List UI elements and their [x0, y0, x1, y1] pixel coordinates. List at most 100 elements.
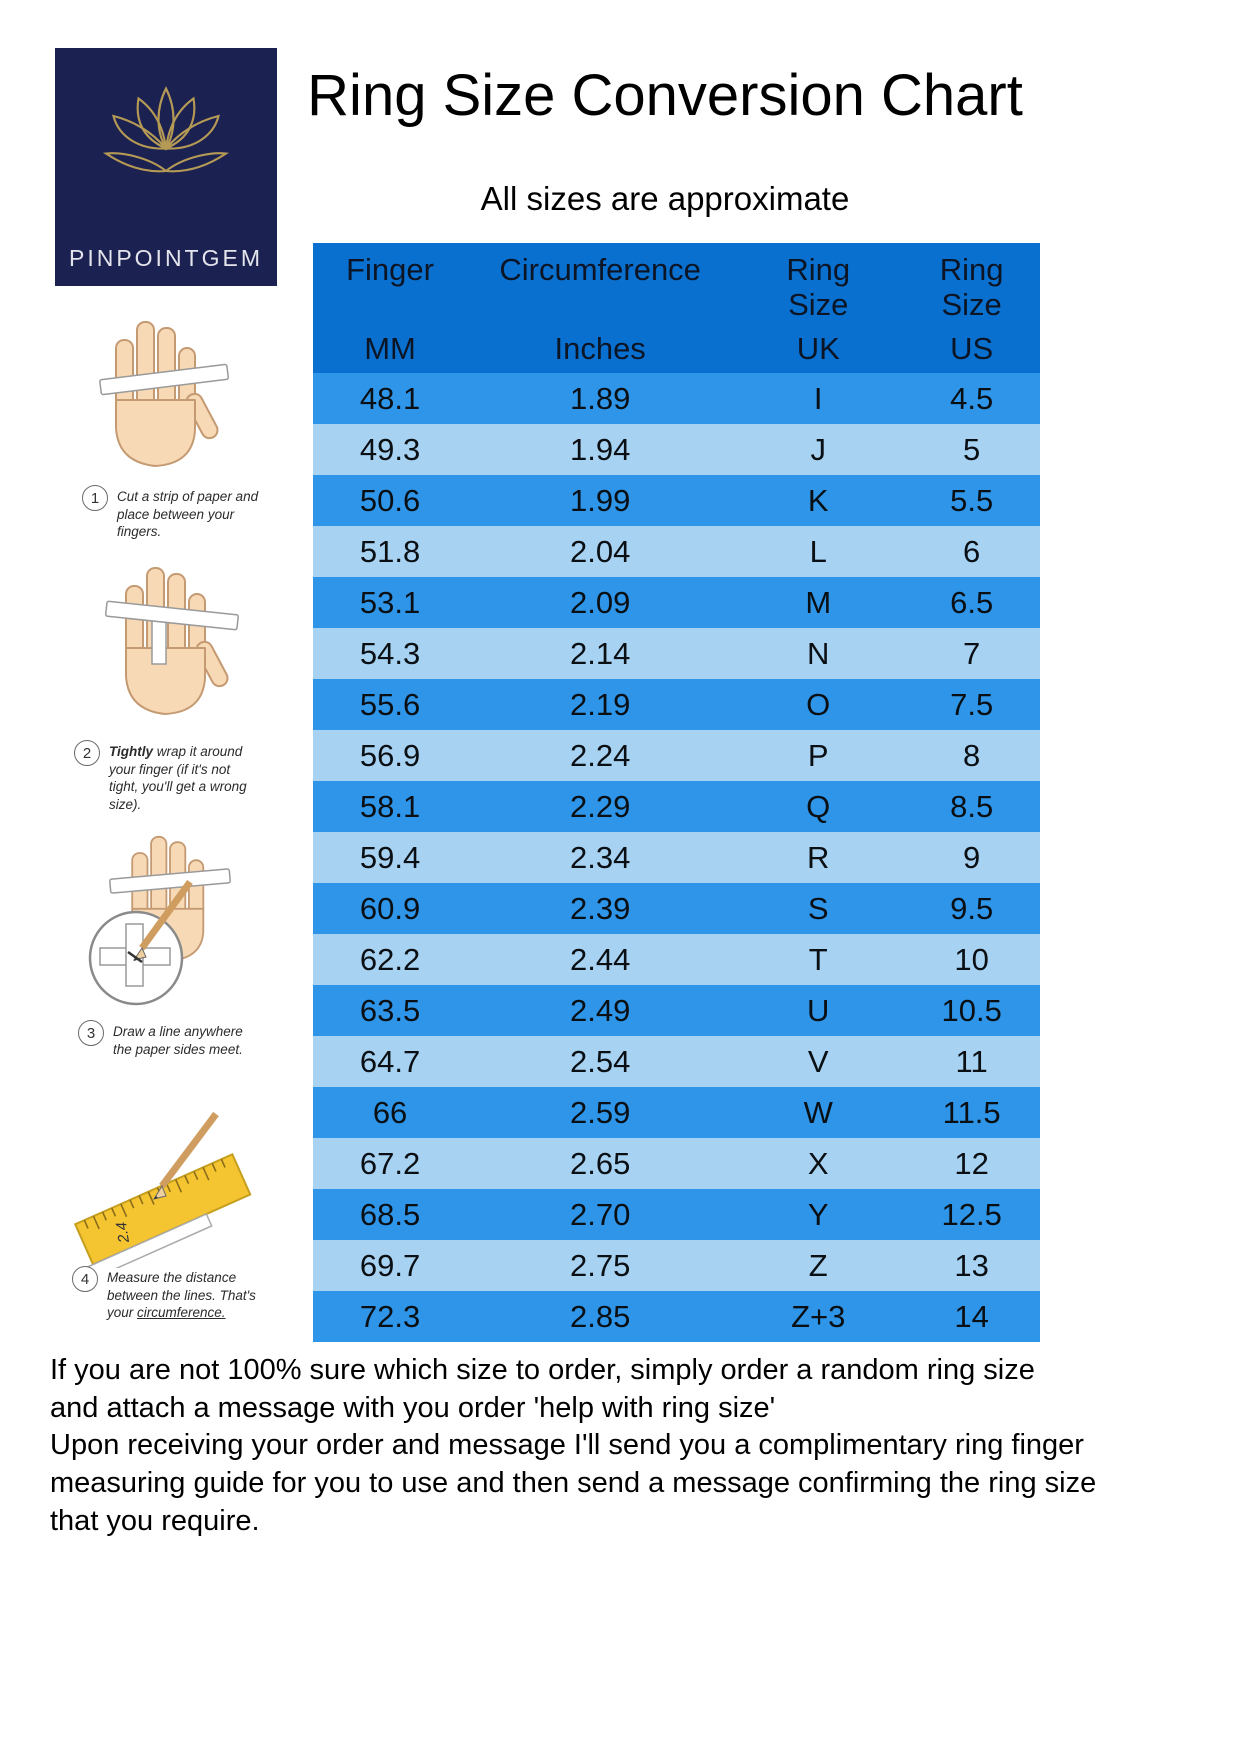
- table-cell: 2.65: [467, 1138, 734, 1189]
- table-cell: Z: [733, 1240, 904, 1291]
- table-cell: 8: [903, 730, 1040, 781]
- ruler-step4-icon: 2.4: [73, 1111, 252, 1280]
- step-2-text: wrap it around your finger (if it's not …: [109, 744, 247, 812]
- table-cell: 56.9: [313, 730, 468, 781]
- table-cell: 12.5: [903, 1189, 1040, 1240]
- table-cell: 14: [903, 1291, 1040, 1342]
- brand-logo: PINPOINTGEM: [55, 48, 277, 286]
- brand-name: PINPOINTGEM: [68, 245, 263, 271]
- ruler-measure-illustration: 2.4: [66, 1108, 266, 1280]
- table-cell: 63.5: [313, 985, 468, 1036]
- table-cell: 4.5: [903, 373, 1040, 424]
- step-1-caption: Cut a strip of paper and place between y…: [117, 485, 267, 541]
- hand-wrap-illustration: [88, 556, 263, 733]
- table-cell: X: [733, 1138, 904, 1189]
- table-cell: 2.54: [467, 1036, 734, 1087]
- table-cell: 69.7: [313, 1240, 468, 1291]
- table-cell: 8.5: [903, 781, 1040, 832]
- table-cell: 2.14: [467, 628, 734, 679]
- header-top-label: Finger: [346, 252, 434, 287]
- table-cell: 49.3: [313, 424, 468, 475]
- table-cell: 9.5: [903, 883, 1040, 934]
- step-3: 3 Draw a line anywhere the paper sides m…: [78, 1020, 263, 1058]
- header-bottom-label: Inches: [554, 331, 646, 367]
- step-2-caption: Tightly wrap it around your finger (if i…: [109, 740, 259, 813]
- table-cell: 10.5: [903, 985, 1040, 1036]
- step-1-number: 1: [82, 485, 108, 511]
- table-cell: 5: [903, 424, 1040, 475]
- table-row: 72.3 2.85 Z+3 14: [313, 1291, 1040, 1342]
- table-cell: 55.6: [313, 679, 468, 730]
- table-cell: P: [733, 730, 904, 781]
- table-cell: 51.8: [313, 526, 468, 577]
- table-row: 67.2 2.65 X 12: [313, 1138, 1040, 1189]
- table-cell: U: [733, 985, 904, 1036]
- table-cell: 7.5: [903, 679, 1040, 730]
- conversion-table-body: 48.1 1.89 I 4.5 49.3 1.94 J 5 50.6 1.99 K 5.5 51.8 2.…: [313, 373, 1040, 1342]
- table-cell: 2.70: [467, 1189, 734, 1240]
- table-cell: 1.94: [467, 424, 734, 475]
- table-row: 58.1 2.29 Q 8.5: [313, 781, 1040, 832]
- header-bottom-label: UK: [796, 331, 840, 367]
- table-cell: 72.3: [313, 1291, 468, 1342]
- column-header-circumference-inches: Circumference Inches: [467, 243, 734, 373]
- hand-step1-icon: [99, 321, 230, 467]
- table-cell: Q: [733, 781, 904, 832]
- table-cell: 2.29: [467, 781, 734, 832]
- table-cell: 12: [903, 1138, 1040, 1189]
- table-row: 59.4 2.34 R 9: [313, 832, 1040, 883]
- table-cell: 2.44: [467, 934, 734, 985]
- hand-step3-icon: [88, 835, 231, 1006]
- step-4-underlined-text: circumference.: [137, 1305, 226, 1321]
- header-top-label: Ring Size: [786, 252, 851, 322]
- lotus-flower-icon: [102, 86, 230, 173]
- column-header-ring-size-us: Ring Size US: [903, 243, 1040, 373]
- table-row: 60.9 2.39 S 9.5: [313, 883, 1040, 934]
- table-cell: 11: [903, 1036, 1040, 1087]
- ordering-note: If you are not 100% sure which size to o…: [50, 1354, 1097, 1537]
- step-4-caption: Measure the distance between the lines. …: [107, 1266, 257, 1322]
- table-row: 63.5 2.49 U 10.5: [313, 985, 1040, 1036]
- table-cell: 59.4: [313, 832, 468, 883]
- table-cell: V: [733, 1036, 904, 1087]
- page-title: Ring Size Conversion Chart: [307, 63, 1023, 128]
- column-header-finger-mm: Finger MM: [313, 243, 468, 373]
- table-cell: 10: [903, 934, 1040, 985]
- conversion-table-wrap: Finger MM Circumference Inches Ring Size: [313, 243, 1040, 1342]
- table-cell: M: [733, 577, 904, 628]
- step-4: 4 Measure the distance between the lines…: [72, 1266, 257, 1322]
- table-row: 55.6 2.19 O 7.5: [313, 679, 1040, 730]
- table-cell: T: [733, 934, 904, 985]
- table-cell: 66: [313, 1087, 468, 1138]
- header-bottom-label: MM: [364, 331, 416, 367]
- step-1: 1 Cut a strip of paper and place between…: [82, 485, 267, 541]
- table-cell: 6: [903, 526, 1040, 577]
- table-cell: 62.2: [313, 934, 468, 985]
- table-cell: O: [733, 679, 904, 730]
- table-cell: 6.5: [903, 577, 1040, 628]
- table-cell: J: [733, 424, 904, 475]
- table-row: 56.9 2.24 P 8: [313, 730, 1040, 781]
- column-header-ring-size-uk: Ring Size UK: [733, 243, 904, 373]
- table-row: 62.2 2.44 T 10: [313, 934, 1040, 985]
- table-cell: K: [733, 475, 904, 526]
- table-cell: 68.5: [313, 1189, 468, 1240]
- table-cell: 50.6: [313, 475, 468, 526]
- table-cell: W: [733, 1087, 904, 1138]
- step-3-number: 3: [78, 1020, 104, 1046]
- table-cell: 60.9: [313, 883, 468, 934]
- table-row: 69.7 2.75 Z 13: [313, 1240, 1040, 1291]
- table-cell: 48.1: [313, 373, 468, 424]
- hand-strip-illustration: [78, 308, 253, 485]
- table-cell: 11.5: [903, 1087, 1040, 1138]
- step-1-text: Cut a strip of paper and place between y…: [117, 489, 259, 540]
- step-3-caption: Draw a line anywhere the paper sides mee…: [113, 1020, 263, 1058]
- table-cell: Z+3: [733, 1291, 904, 1342]
- table-row: 51.8 2.04 L 6: [313, 526, 1040, 577]
- table-row: 49.3 1.94 J 5: [313, 424, 1040, 475]
- table-cell: 67.2: [313, 1138, 468, 1189]
- table-cell: L: [733, 526, 904, 577]
- svg-text:2.4: 2.4: [113, 1221, 133, 1245]
- table-cell: 1.99: [467, 475, 734, 526]
